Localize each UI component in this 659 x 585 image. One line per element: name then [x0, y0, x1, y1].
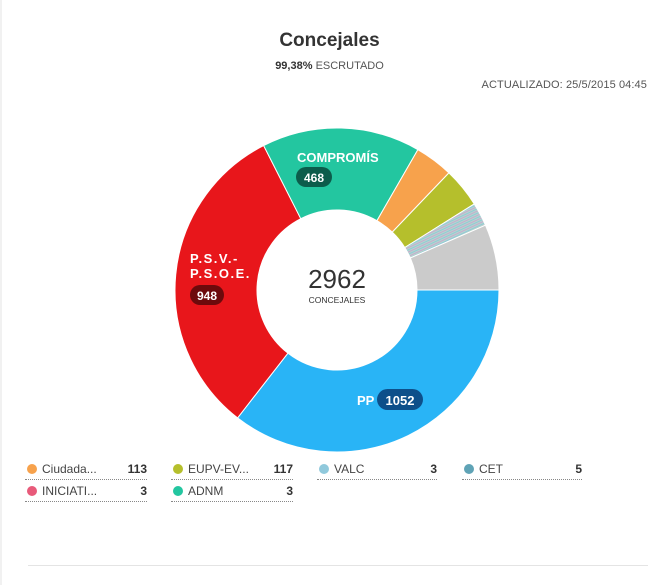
value-pill-compromis [296, 167, 332, 187]
legend-dot [173, 464, 183, 474]
slice-label-pp: PP [357, 393, 375, 408]
legend-value: 3 [140, 484, 147, 498]
slice-label-psoe-line1: P.S.V.- [190, 251, 239, 266]
slice-label-compromis: COMPROMÍS [297, 150, 379, 165]
value-pp: 1052 [386, 393, 415, 408]
scrutiny-percent: 99,38% [275, 60, 313, 72]
legend-name: Ciudada... [42, 462, 97, 476]
value-pill-psoe [190, 285, 224, 305]
value-pill-pp [377, 389, 423, 410]
donut-slice-p-s-v-p-s-o-e[interactable] [174, 144, 302, 419]
bottom-divider [28, 565, 648, 566]
center-label: CONCEJALES [309, 295, 366, 305]
legend-dot [27, 464, 37, 474]
value-compromis: 468 [304, 171, 324, 185]
legend-value: 5 [575, 462, 582, 476]
legend-item-valc[interactable]: VALC 3 [317, 460, 437, 480]
legend-item-eupv[interactable]: EUPV-EV... 117 [171, 460, 293, 480]
legend-dot [27, 486, 37, 496]
donut-slice-comprom-s[interactable] [262, 127, 419, 222]
legend-value: 113 [127, 462, 147, 476]
legend-dot [464, 464, 474, 474]
legend-name: INICIATI... [42, 484, 98, 498]
value-psoe: 948 [197, 289, 217, 303]
legend-item-iniciativa[interactable]: INICIATI... 3 [25, 482, 147, 502]
updated-timestamp: ACTUALIZADO: 25/5/2015 04:45 [481, 79, 647, 91]
legend-name: EUPV-EV... [188, 462, 249, 476]
chart-title: Concejales [279, 30, 380, 51]
scrutiny-status: 99,38% ESCRUTADO [0, 60, 659, 72]
donut-slices [174, 127, 500, 453]
legend-name: ADNM [188, 484, 224, 498]
legend-item-adnm[interactable]: ADNM 3 [171, 482, 293, 502]
donut-slice-pp[interactable] [236, 289, 500, 453]
legend-dot [319, 464, 329, 474]
donut-slice-resto[interactable] [409, 224, 500, 291]
legend-dot [173, 486, 183, 496]
legend-name: CET [479, 462, 503, 476]
center-total: 2962 [308, 264, 366, 294]
legend-value: 3 [286, 484, 293, 498]
left-border [0, 0, 2, 585]
legend-item-cet[interactable]: CET 5 [462, 460, 582, 480]
legend-value: 3 [430, 462, 437, 476]
scrutiny-label: ESCRUTADO [315, 60, 384, 72]
legend-name: VALC [334, 462, 365, 476]
slice-label-psoe-line2: P.S.O.E. [190, 266, 251, 281]
legend-item-ciudadanos[interactable]: Ciudada... 113 [25, 460, 147, 480]
legend-value: 117 [273, 462, 293, 476]
